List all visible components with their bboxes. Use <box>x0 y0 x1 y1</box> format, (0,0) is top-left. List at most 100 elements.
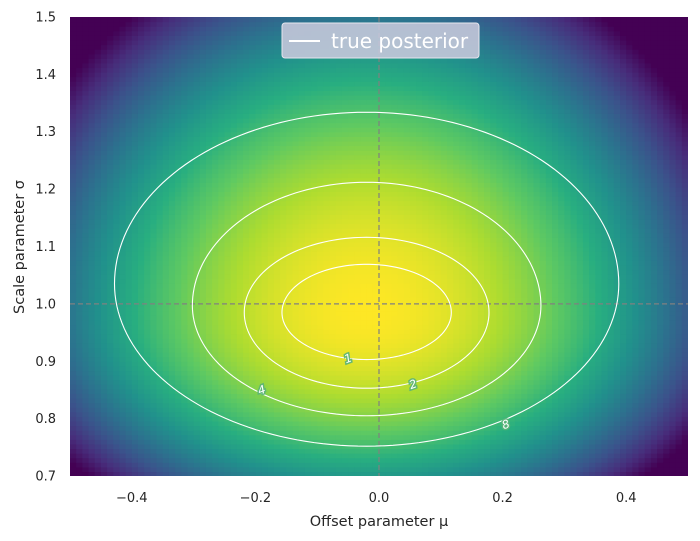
heatmap-cell <box>267 361 275 367</box>
heatmap-cell <box>137 186 145 193</box>
heatmap-cell <box>94 260 102 266</box>
heatmap-cell <box>150 457 158 463</box>
heatmap-cell <box>218 200 226 206</box>
heatmap-cell <box>100 205 108 211</box>
heatmap-cell <box>286 453 294 459</box>
heatmap-cell <box>273 150 281 156</box>
heatmap-cell <box>156 159 164 165</box>
heatmap-cell <box>348 104 355 110</box>
heatmap-cell <box>144 324 151 330</box>
heatmap-cell <box>224 241 232 248</box>
heatmap-cell <box>335 434 343 440</box>
heatmap-cell <box>236 81 244 87</box>
heatmap-cell <box>261 168 269 174</box>
heatmap-cell <box>100 182 108 188</box>
heatmap-cell <box>341 255 349 261</box>
heatmap-cell <box>304 241 312 248</box>
heatmap-cell <box>255 264 263 271</box>
heatmap-cell <box>236 53 244 59</box>
heatmap-cell <box>137 411 145 417</box>
heatmap-cell <box>199 200 207 206</box>
heatmap-cell <box>205 439 213 445</box>
heatmap-cell <box>113 150 121 156</box>
heatmap-cell <box>273 453 281 459</box>
heatmap-cell <box>311 393 318 399</box>
heatmap-cell <box>137 39 145 46</box>
heatmap-cell <box>304 127 312 133</box>
heatmap-cell <box>323 163 331 170</box>
heatmap-cell <box>255 85 263 92</box>
heatmap-cell <box>354 145 362 151</box>
heatmap-cell <box>168 466 176 473</box>
heatmap-cell <box>82 274 90 280</box>
heatmap-cell <box>329 333 337 339</box>
heatmap-cell <box>181 315 189 321</box>
heatmap-cell <box>311 269 318 275</box>
heatmap-cell <box>372 411 380 417</box>
heatmap-cell <box>175 420 182 427</box>
heatmap-cell <box>273 159 281 165</box>
heatmap-cell <box>273 35 281 41</box>
heatmap-cell <box>168 420 176 427</box>
heatmap-cell <box>224 397 232 404</box>
heatmap-cell <box>335 163 343 170</box>
heatmap-cell <box>236 255 244 261</box>
heatmap-cell <box>366 411 374 417</box>
heatmap-cell <box>366 95 374 101</box>
heatmap-cell <box>162 264 170 271</box>
heatmap-cell <box>230 338 238 344</box>
heatmap-cell <box>181 17 189 23</box>
heatmap-cell <box>372 173 380 179</box>
heatmap-cell <box>236 182 244 188</box>
heatmap-cell <box>236 287 244 293</box>
heatmap-cell <box>249 443 256 450</box>
heatmap-cell <box>100 90 108 96</box>
heatmap-cell <box>187 17 195 23</box>
heatmap-cell <box>354 365 362 372</box>
heatmap-cell <box>70 131 77 137</box>
heatmap-cell <box>261 39 269 46</box>
heatmap-cell <box>212 131 219 137</box>
heatmap-cell <box>100 76 108 82</box>
heatmap-cell <box>162 232 170 238</box>
heatmap-cell <box>304 425 312 431</box>
heatmap-cell <box>205 237 213 243</box>
heatmap-cell <box>348 145 355 151</box>
heatmap-cell <box>372 379 380 385</box>
heatmap-cell <box>175 352 182 358</box>
heatmap-cell <box>168 296 176 303</box>
heatmap-cell <box>125 228 133 234</box>
heatmap-cell <box>224 310 232 316</box>
heatmap-cell <box>76 397 83 404</box>
heatmap-cell <box>255 30 263 36</box>
heatmap-cell <box>280 283 287 289</box>
heatmap-cell <box>243 425 250 431</box>
heatmap-cell <box>82 251 90 257</box>
heatmap-cell <box>205 434 213 440</box>
heatmap-cell <box>317 420 324 427</box>
heatmap-cell <box>119 430 127 436</box>
heatmap-cell <box>273 127 281 133</box>
heatmap-cell <box>218 402 226 408</box>
heatmap-cell <box>273 287 281 293</box>
heatmap-cell <box>292 182 300 188</box>
heatmap-cell <box>255 306 263 312</box>
heatmap-cell <box>224 232 232 238</box>
heatmap-cell <box>131 117 139 124</box>
heatmap-cell <box>317 283 324 289</box>
heatmap-cell <box>224 140 232 147</box>
heatmap-cell <box>168 214 176 220</box>
heatmap-cell <box>107 81 114 87</box>
heatmap-cell <box>280 397 287 404</box>
heatmap-cell <box>162 58 170 64</box>
heatmap-cell <box>131 402 139 408</box>
heatmap-cell <box>255 21 263 27</box>
heatmap-cell <box>280 177 287 183</box>
heatmap-cell <box>243 439 250 445</box>
heatmap-cell <box>199 430 207 436</box>
heatmap-cell <box>168 319 176 326</box>
heatmap-cell <box>348 186 355 193</box>
heatmap-cell <box>76 200 83 206</box>
heatmap-cell <box>286 388 294 394</box>
heatmap-cell <box>329 283 337 289</box>
